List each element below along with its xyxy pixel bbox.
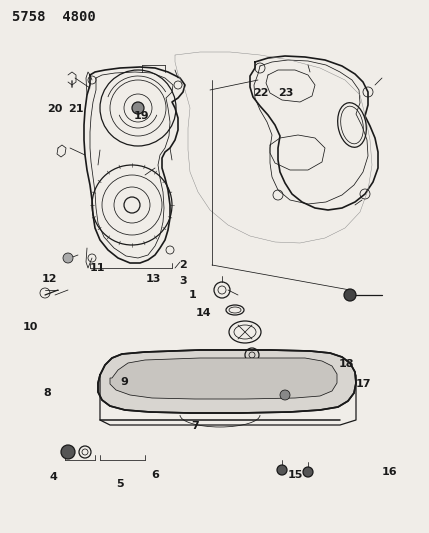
- Text: 5758  4800: 5758 4800: [12, 10, 96, 24]
- Text: 22: 22: [253, 88, 269, 98]
- Text: 21: 21: [68, 104, 83, 114]
- Text: 13: 13: [146, 274, 161, 284]
- Text: 8: 8: [43, 389, 51, 398]
- Circle shape: [280, 390, 290, 400]
- Text: 20: 20: [47, 104, 63, 114]
- Text: 15: 15: [287, 471, 303, 480]
- Polygon shape: [110, 358, 337, 399]
- Text: 11: 11: [90, 263, 106, 272]
- Circle shape: [61, 445, 75, 459]
- Text: 9: 9: [120, 377, 128, 386]
- Text: 1: 1: [189, 290, 196, 300]
- Circle shape: [132, 102, 144, 114]
- Circle shape: [344, 289, 356, 301]
- Polygon shape: [98, 350, 356, 413]
- Text: 18: 18: [339, 359, 354, 368]
- Text: 14: 14: [195, 309, 211, 318]
- Circle shape: [277, 465, 287, 475]
- Text: 12: 12: [42, 274, 57, 284]
- Text: 7: 7: [191, 422, 199, 431]
- Text: 6: 6: [151, 471, 159, 480]
- Text: 3: 3: [179, 276, 187, 286]
- Text: 5: 5: [116, 479, 124, 489]
- Circle shape: [303, 467, 313, 477]
- Text: 23: 23: [278, 88, 293, 98]
- Text: 16: 16: [382, 467, 397, 477]
- Text: 4: 4: [49, 472, 57, 482]
- Circle shape: [63, 253, 73, 263]
- Text: 2: 2: [179, 261, 187, 270]
- Text: 19: 19: [134, 111, 149, 121]
- Text: 17: 17: [356, 379, 372, 389]
- Text: 10: 10: [22, 322, 38, 332]
